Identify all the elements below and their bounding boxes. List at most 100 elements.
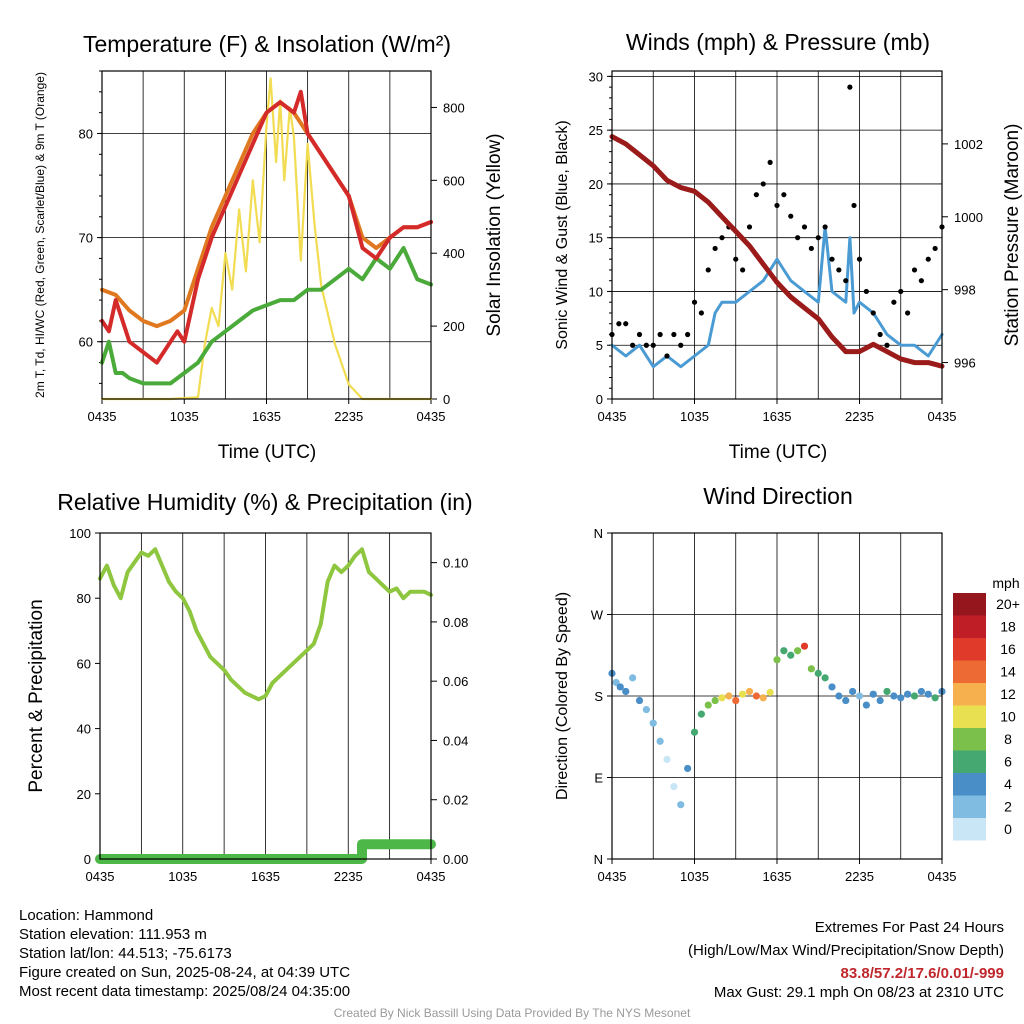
- direction-point: [670, 782, 678, 791]
- direction-point: [917, 687, 925, 696]
- y-tick-label: 10: [589, 284, 603, 299]
- wdir-border: [611, 532, 943, 860]
- gust-point: [691, 299, 698, 305]
- colorbar-label: 20+: [996, 596, 1020, 612]
- gust-point: [650, 342, 656, 348]
- colorbar-label: 4: [1004, 776, 1012, 792]
- y-tick-label: 25: [589, 123, 603, 138]
- x-tick-label: 1035: [680, 869, 709, 884]
- y2-tick-label: 0.10: [443, 556, 468, 571]
- gust-point: [856, 256, 863, 262]
- colorbar-swatch: [953, 705, 986, 728]
- direction-point: [732, 696, 740, 705]
- y-tick-label: 5: [596, 338, 603, 353]
- direction-point: [622, 687, 630, 696]
- extremes-subtitle: (High/Low/Max Wind/Precipitation/Snow De…: [688, 942, 1004, 959]
- colorbar-label: 8: [1004, 731, 1012, 747]
- x-tick-label: 0435: [928, 869, 957, 884]
- gust-point: [918, 278, 924, 284]
- wind-panel: Winds (mph) & Pressure (mb) Time (UTC) S…: [554, 29, 1023, 463]
- gust-point: [911, 267, 918, 273]
- gust-point: [746, 224, 753, 230]
- y2-tick-label: 800: [443, 100, 465, 115]
- gust-point: [740, 267, 746, 273]
- gust-point: [815, 235, 821, 241]
- x-tick-label: 1635: [763, 409, 792, 424]
- wind-border: [611, 70, 943, 400]
- extremes-title: Extremes For Past 24 Hours: [814, 919, 1004, 936]
- colorbar-swatch: [953, 750, 986, 773]
- direction-point: [663, 755, 671, 763]
- solar-line: [100, 77, 433, 401]
- y2-tick-label: 0.08: [443, 615, 468, 630]
- direction-point: [897, 694, 905, 702]
- gust-point: [753, 192, 759, 198]
- gust-point: [829, 256, 835, 262]
- colorbar-swatch: [953, 683, 986, 706]
- humidity-title: Relative Humidity (%) & Precipitation (i…: [57, 489, 472, 515]
- gust-point: [905, 310, 911, 316]
- y2-tick-label: 0.02: [443, 793, 468, 808]
- gust-point: [788, 213, 794, 219]
- rh-yticks: 0 20 40 60 80 100 0.00 0.02 0.04 0.06 0.08 0.10: [69, 526, 468, 867]
- x-tick-label: 2235: [334, 409, 363, 424]
- wdir-yticks: N E S W N: [591, 526, 612, 867]
- direction-point: [910, 692, 919, 700]
- y-tick-label: 80: [79, 126, 93, 141]
- latlon-text: Station lat/lon: 44.513; -75.6173: [19, 945, 232, 962]
- humidity-ylabel: Percent & Precipitation: [26, 599, 47, 792]
- direction-point: [800, 642, 809, 650]
- gust-point: [801, 224, 808, 230]
- colorbar-label: 10: [1000, 709, 1016, 725]
- gust-point: [925, 256, 931, 262]
- x-tick-label: 1635: [252, 409, 281, 424]
- x-tick-label: 2235: [845, 869, 874, 884]
- temperature-xlabel: Time (UTC): [218, 442, 317, 463]
- direction-point: [904, 690, 912, 698]
- elevation-text: Station elevation: 111.953 m: [19, 926, 207, 943]
- direction-point: [739, 690, 747, 698]
- gust-point: [870, 310, 876, 316]
- x-tick-label: 0435: [417, 409, 446, 424]
- direction-point: [787, 651, 795, 659]
- wind-direction-title: Wind Direction: [703, 483, 853, 509]
- direction-point: [883, 687, 891, 696]
- direction-point: [794, 647, 802, 655]
- direction-point: [814, 669, 822, 677]
- gust-point: [616, 321, 622, 327]
- wind-xticks: 0435 1035 1635 2235 0435: [598, 399, 957, 424]
- gust-point: [851, 202, 857, 209]
- direction-point: [842, 696, 850, 705]
- y-tick-label: 60: [77, 656, 91, 671]
- gust-point: [822, 224, 828, 230]
- y2-tick-label: 998: [954, 283, 976, 298]
- direction-point: [684, 764, 692, 773]
- colorbar-label: 2: [1004, 799, 1012, 815]
- direction-point: [635, 696, 644, 705]
- x-tick-label: 0435: [928, 409, 957, 424]
- y2-tick-label: 996: [954, 356, 976, 371]
- direction-point: [924, 690, 932, 698]
- direction-point: [890, 692, 898, 700]
- colorbar-swatch: [953, 593, 986, 616]
- colorbar-label: 6: [1004, 754, 1012, 770]
- y-tick-label: 20: [77, 787, 91, 802]
- direction-point: [849, 687, 857, 696]
- y-tick-label: 60: [79, 335, 93, 350]
- direction-point: [828, 683, 836, 691]
- wind-xlabel: Time (UTC): [729, 442, 828, 463]
- colorbar-swatch: [953, 795, 986, 818]
- pressure-line: [609, 134, 945, 369]
- x-tick-label: 1035: [680, 409, 709, 424]
- x-tick-label: 1635: [763, 869, 792, 884]
- direction-point: [745, 687, 754, 696]
- direction-point: [656, 737, 664, 745]
- x-tick-label: 1635: [251, 869, 280, 884]
- direction-point: [725, 692, 733, 700]
- direction-point: [690, 728, 699, 736]
- rh-line: [98, 547, 433, 702]
- gust-point: [767, 159, 773, 166]
- y-tick-label: 30: [589, 69, 603, 84]
